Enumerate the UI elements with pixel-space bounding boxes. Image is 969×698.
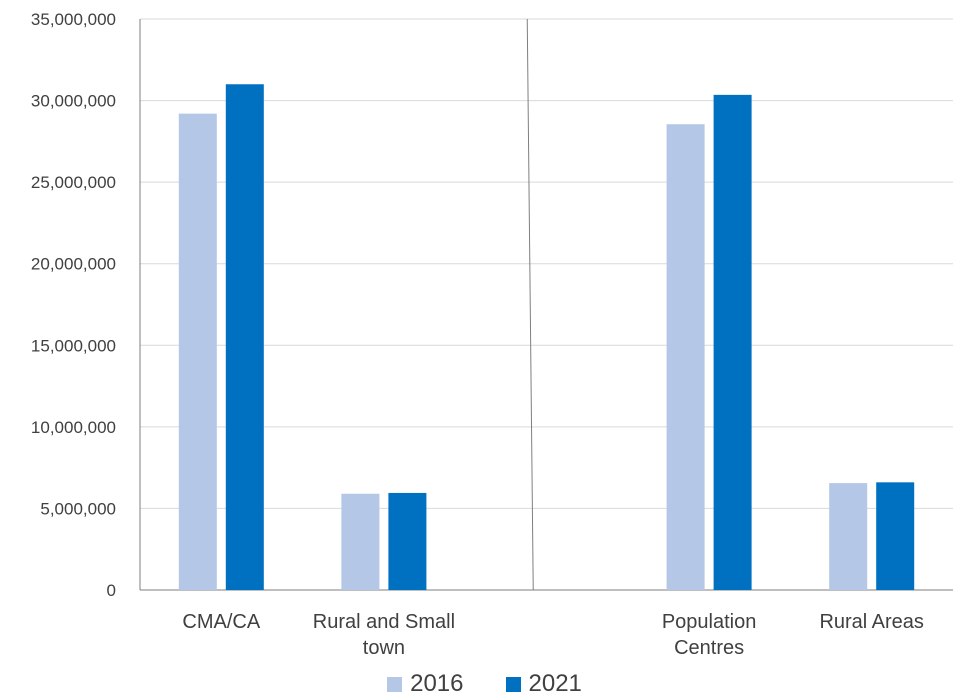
- x-category-label: town: [363, 637, 405, 659]
- x-category-label: Centres: [674, 637, 744, 659]
- x-category-label: CMA/CA: [182, 611, 260, 633]
- y-tick-label: 10,000,000: [31, 418, 116, 437]
- x-category-label: Rural and Small: [313, 611, 455, 633]
- legend-swatch-2016: [387, 676, 403, 692]
- x-category-label: Rural Areas: [819, 611, 924, 633]
- x-category-label: Population: [662, 611, 757, 633]
- bar-2016-0: [178, 113, 217, 590]
- y-tick-label: 35,000,000: [31, 10, 116, 29]
- legend: 2016 2021: [0, 670, 969, 698]
- legend-item-2016: 2016: [387, 670, 464, 698]
- bar-2021-3: [713, 94, 752, 591]
- y-tick-label: 20,000,000: [31, 255, 116, 274]
- legend-label-2016: 2016: [410, 670, 464, 697]
- bar-2021-4: [876, 482, 915, 590]
- bar-2021-0: [225, 84, 264, 590]
- y-tick-label: 15,000,000: [31, 336, 116, 355]
- y-tick-label: 0: [107, 581, 116, 600]
- y-tick-label: 5,000,000: [40, 499, 116, 518]
- bar-2016-4: [829, 483, 868, 590]
- bar-2016-3: [666, 124, 705, 590]
- bar-2021-1: [388, 492, 427, 590]
- legend-swatch-2021: [505, 676, 521, 692]
- y-tick-label: 30,000,000: [31, 92, 116, 111]
- bar-2016-1: [341, 493, 380, 590]
- y-tick-label: 25,000,000: [31, 173, 116, 192]
- legend-label-2021: 2021: [528, 670, 582, 697]
- group-separator-line: [526, 18, 534, 591]
- legend-item-2021: 2021: [505, 670, 582, 698]
